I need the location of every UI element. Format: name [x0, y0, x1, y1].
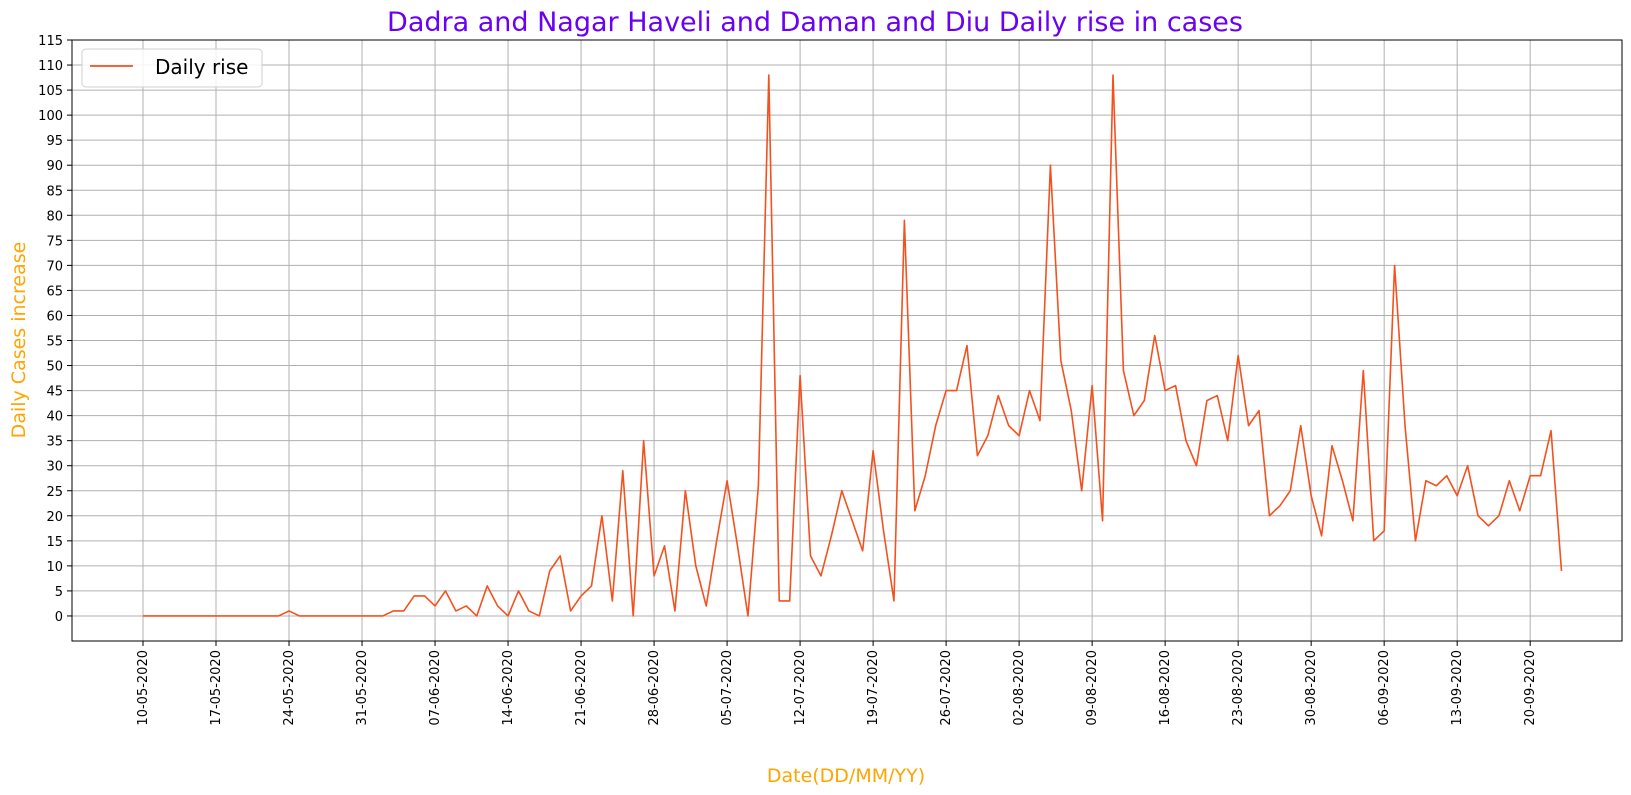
x-tick-label: 16-08-2020	[1158, 650, 1173, 726]
x-tick-label: 09-08-2020	[1085, 650, 1100, 726]
chart-title: Dadra and Nagar Haveli and Daman and Diu…	[387, 7, 1243, 38]
x-tick-label: 31-05-2020	[355, 650, 370, 726]
y-tick-label: 115	[38, 34, 63, 49]
legend: Daily rise	[81, 48, 263, 88]
x-tick-label: 24-05-2020	[282, 650, 297, 726]
y-tick-label: 30	[46, 460, 63, 475]
grid-lines	[72, 39, 1622, 641]
y-axis-ticks: 0 5 10 15 20 25 30 35 40 45 50 55 60 65 70 75 80 85 90 95 10…	[38, 34, 72, 625]
y-tick-label: 25	[46, 485, 63, 500]
x-tick-label: 10-05-2020	[136, 650, 151, 726]
y-tick-label: 100	[38, 109, 63, 124]
x-tick-label: 02-08-2020	[1012, 650, 1027, 726]
x-tick-label: 23-08-2020	[1231, 650, 1246, 726]
y-tick-label: 50	[46, 360, 63, 375]
x-tick-label: 19-07-2020	[866, 650, 881, 726]
y-tick-label: 20	[46, 510, 63, 525]
x-tick-label: 21-06-2020	[574, 650, 589, 726]
y-tick-label: 65	[46, 284, 63, 299]
y-axis-label: Daily Cases increase	[8, 242, 30, 439]
y-tick-label: 5	[55, 585, 63, 600]
y-tick-label: 35	[46, 435, 63, 450]
legend-label-daily-rise: Daily rise	[155, 55, 248, 79]
legend-box	[81, 48, 263, 88]
x-tick-label: 13-09-2020	[1450, 650, 1465, 726]
y-tick-label: 55	[46, 335, 63, 350]
x-tick-label: 17-05-2020	[209, 650, 224, 726]
y-tick-label: 45	[46, 385, 63, 400]
x-tick-label: 05-07-2020	[720, 650, 735, 726]
y-tick-label: 105	[38, 84, 63, 99]
y-tick-label: 95	[46, 134, 63, 149]
x-tick-label: 14-06-2020	[501, 650, 516, 726]
x-tick-label: 26-07-2020	[939, 650, 954, 726]
x-tick-label: 06-09-2020	[1377, 650, 1392, 726]
y-tick-label: 90	[46, 159, 63, 174]
y-tick-label: 70	[46, 259, 63, 274]
x-axis-label: Date(DD/MM/YY)	[767, 765, 925, 787]
x-tick-label: 12-07-2020	[793, 650, 808, 726]
y-tick-label: 80	[46, 209, 63, 224]
x-tick-label: 07-06-2020	[428, 650, 443, 726]
plot-frame	[71, 39, 1623, 642]
y-tick-label: 10	[46, 560, 63, 575]
x-tick-label: 28-06-2020	[647, 650, 662, 726]
y-tick-label: 75	[46, 234, 63, 249]
x-axis-ticks: 10-05-2020 17-05-2020 24-05-2020 31-05-2020…	[136, 641, 1538, 726]
y-tick-label: 60	[46, 309, 63, 324]
y-tick-label: 40	[46, 410, 63, 425]
y-tick-label: 85	[46, 184, 63, 199]
y-tick-label: 15	[46, 535, 63, 550]
x-tick-label: 20-09-2020	[1523, 650, 1538, 726]
y-tick-label: 0	[55, 610, 63, 625]
y-tick-label: 110	[38, 59, 63, 74]
x-tick-label: 30-08-2020	[1304, 650, 1319, 726]
series-line-daily-rise	[143, 74, 1563, 617]
